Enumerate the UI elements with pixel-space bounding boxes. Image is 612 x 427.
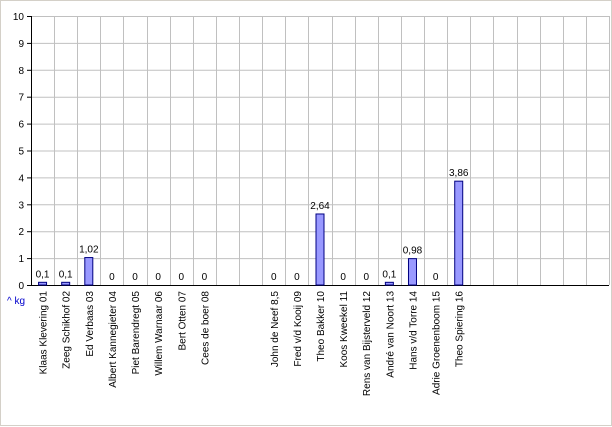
y-tick-label: 7	[18, 93, 24, 104]
y-tick-label: 0	[18, 281, 24, 292]
data-label: 0,1	[36, 269, 50, 280]
bar	[84, 257, 94, 286]
x-tick-label: John de Neef 8,5	[270, 291, 281, 368]
bar	[454, 180, 464, 286]
x-tick-label: Piet Barendregt 05	[131, 291, 142, 375]
x-tick-label: Fred v/d Kooij 09	[293, 291, 304, 367]
data-label: 3,86	[449, 168, 469, 179]
y-tick-label: 2	[18, 227, 24, 238]
data-label: 0	[294, 272, 300, 283]
data-label: 0	[132, 272, 138, 283]
y-axis-unit-label: ^ kg	[7, 296, 25, 307]
data-label: 2,64	[310, 201, 330, 212]
data-label: 0	[155, 272, 161, 283]
y-tick-label: 8	[18, 66, 24, 77]
data-label: 0	[178, 272, 184, 283]
x-tick-label: Hans v/d Torre 14	[408, 291, 419, 370]
data-label: 0	[202, 272, 208, 283]
x-tick-label: Albert Kannegieter 04	[108, 291, 119, 388]
data-label: 0	[109, 272, 115, 283]
data-label: 0,1	[382, 269, 396, 280]
x-tick-label: Willem Warnaar 06	[154, 291, 165, 376]
y-tick-label: 3	[18, 200, 24, 211]
y-tick-label: 1	[18, 254, 24, 265]
data-label: 1,02	[79, 245, 99, 256]
x-tick-label: Klaas Klevering 01	[39, 291, 50, 375]
x-tick-label: Cees de boer 08	[200, 291, 211, 365]
y-tick-label: 10	[13, 12, 25, 23]
y-tick-label: 6	[18, 120, 24, 131]
data-label: 0,98	[403, 246, 423, 257]
y-tick-label: 9	[18, 39, 24, 50]
data-label: 0	[340, 272, 346, 283]
bar	[384, 281, 394, 286]
x-tick-label: Ed Verbaas 03	[85, 291, 96, 357]
bar	[315, 213, 325, 286]
data-label: 0	[271, 272, 277, 283]
bar	[407, 258, 417, 286]
bar	[38, 281, 48, 286]
y-tick-label: 4	[18, 173, 24, 184]
x-tick-label: Zeeg Schikhof 02	[62, 291, 73, 369]
y-tick-label: 5	[18, 147, 24, 158]
data-label: 0	[363, 272, 369, 283]
x-tick-label: André van Noort 13	[385, 291, 396, 378]
x-tick-label: Koos Kweekel 11	[339, 291, 350, 368]
x-tick-label: Rens van Bijsterveld 12	[362, 291, 373, 396]
x-tick-label: Adrie Groenenboom 15	[432, 291, 443, 395]
data-label: 0,1	[59, 269, 73, 280]
data-label: 0	[433, 272, 439, 283]
bar	[61, 281, 71, 286]
x-tick-label: Theo Bakker 10	[316, 291, 327, 362]
x-tick-label: Bert Otten 07	[177, 291, 188, 351]
x-tick-label: Theo Spiering 16	[455, 291, 466, 368]
